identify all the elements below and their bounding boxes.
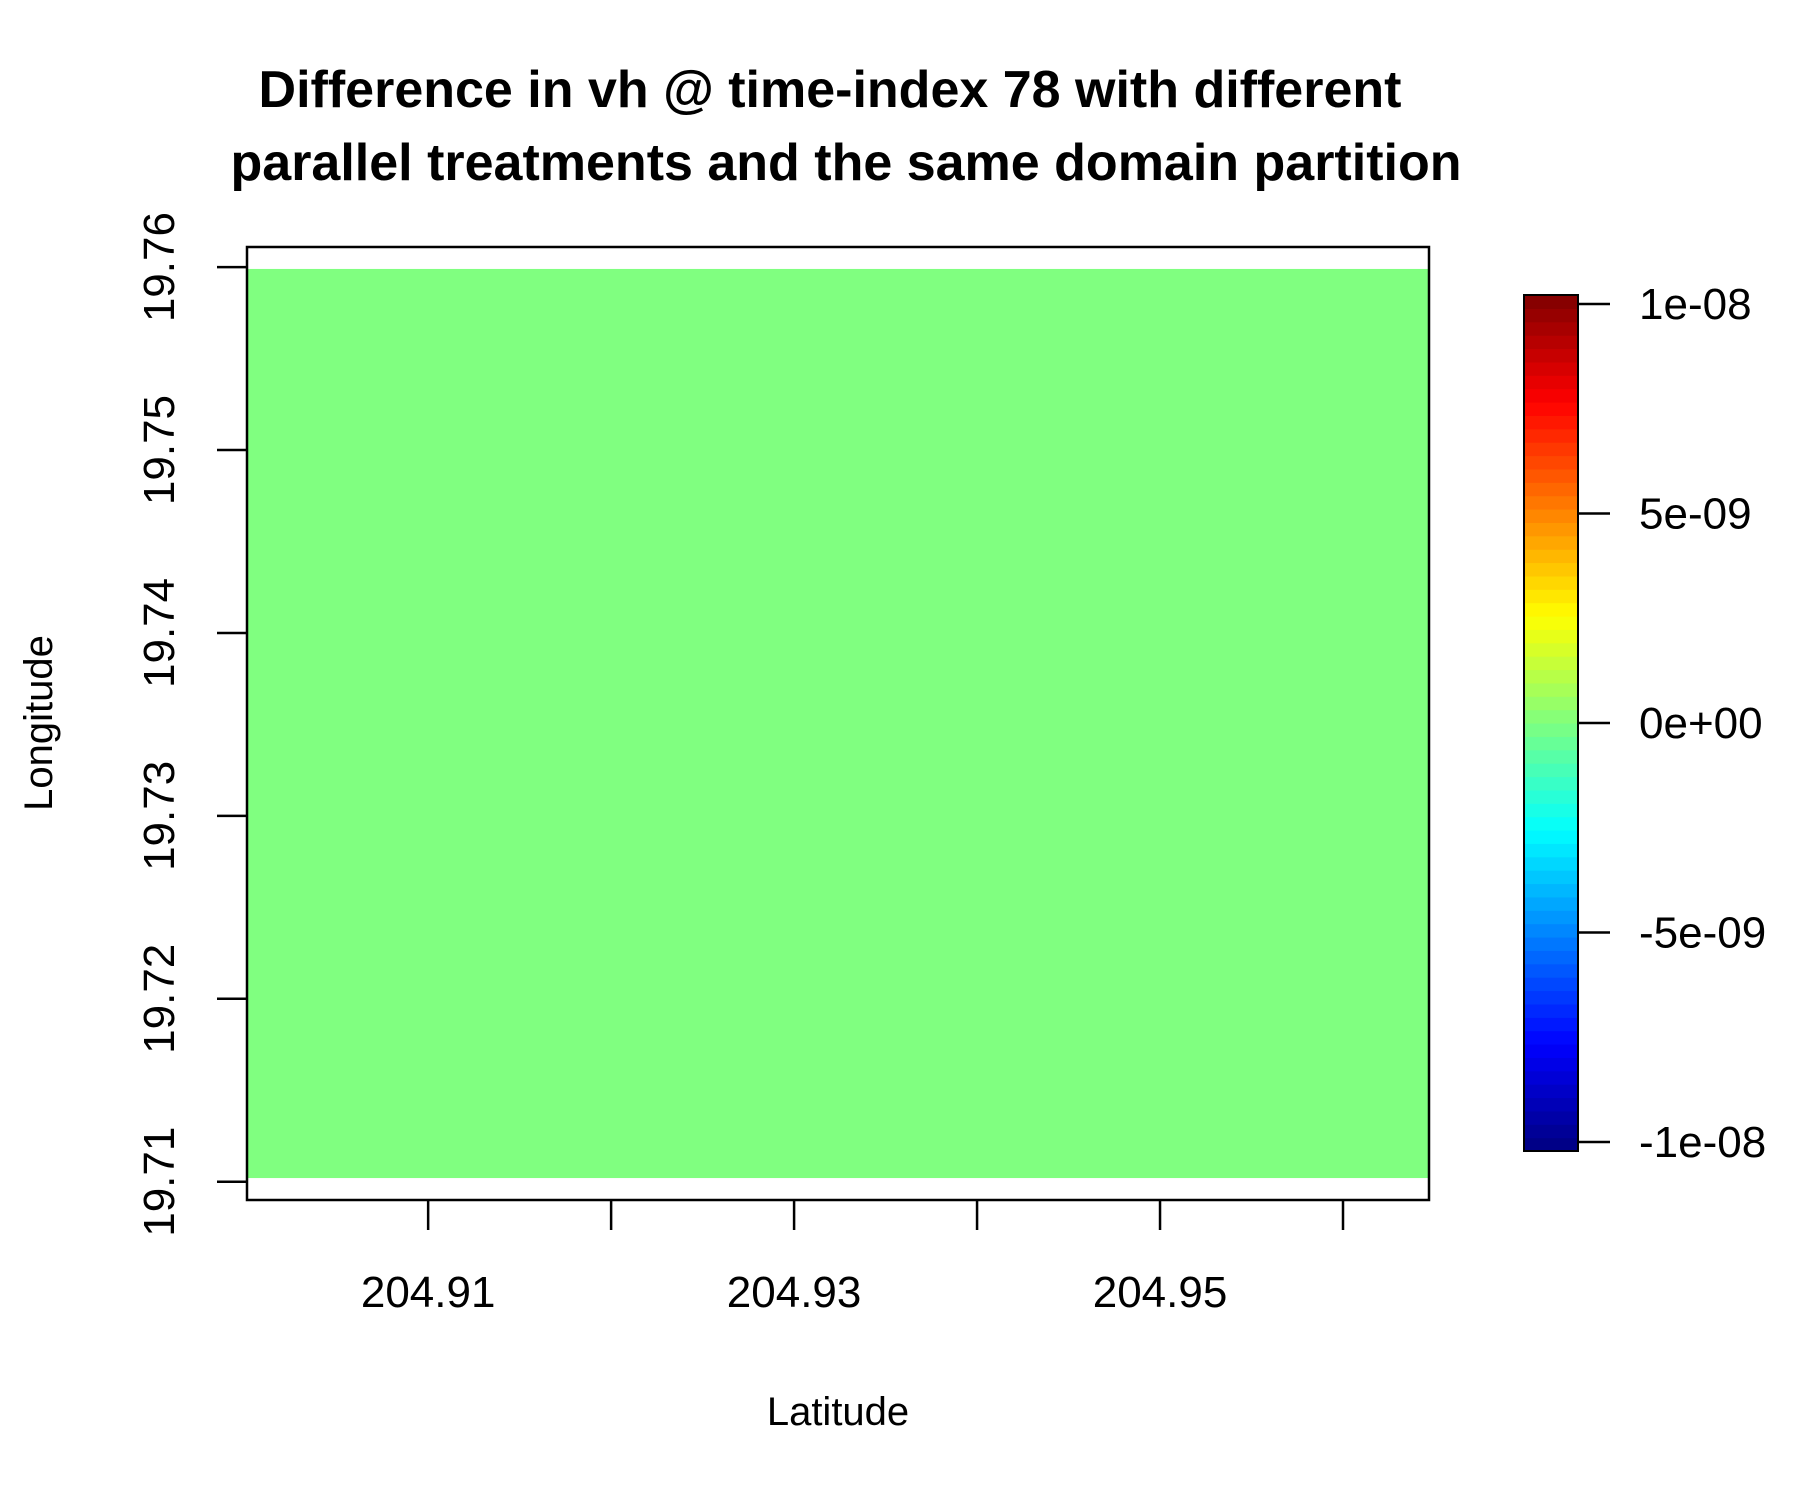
- colorbar-segment: [1524, 455, 1578, 470]
- colorbar-tick-label: 1e-08: [1639, 280, 1752, 329]
- colorbar-segment: [1524, 682, 1578, 697]
- colorbar-segment: [1524, 910, 1578, 925]
- chart-title-line-1: Difference in vh @ time-index 78 with di…: [259, 61, 1402, 119]
- colorbar-segment: [1524, 1124, 1578, 1139]
- y-axis: 19.71 19.72 19.73 19.74 19.75 19.76: [135, 212, 247, 1237]
- x-axis: 204.91 204.93 204.95: [361, 1200, 1345, 1317]
- colorbar-segment: [1524, 308, 1578, 323]
- colorbar-segment: [1524, 468, 1578, 483]
- heatmap-field: [247, 268, 1429, 1179]
- colorbar-segment: [1524, 763, 1578, 778]
- colorbar-segment: [1524, 589, 1578, 604]
- y-axis-label: Longitude: [17, 635, 61, 811]
- colorbar-segment: [1524, 709, 1578, 724]
- colorbar-segment: [1524, 830, 1578, 844]
- y-tick-label: 19.76: [135, 212, 184, 322]
- colorbar-segment: [1524, 1137, 1578, 1152]
- colorbar-segment: [1524, 509, 1578, 523]
- colorbar-segment: [1524, 321, 1578, 336]
- colorbar-segment: [1524, 723, 1578, 737]
- x-tick-label: 204.95: [1093, 1268, 1228, 1317]
- colorbar-segment: [1524, 749, 1578, 764]
- colorbar-segment: [1524, 1017, 1578, 1032]
- colorbar: -1e-08 -5e-09 0e+00 5e-09 1e-08: [1523, 280, 1766, 1167]
- colorbar-segment: [1524, 482, 1578, 497]
- colorbar-segment: [1524, 1057, 1578, 1072]
- colorbar-segment: [1524, 1030, 1578, 1045]
- colorbar-segment: [1524, 415, 1578, 430]
- colorbar-segment: [1524, 937, 1578, 951]
- colorbar-segment: [1524, 963, 1578, 978]
- heatmap-cell-region: [247, 268, 1429, 1179]
- y-tick-label: 19.73: [135, 761, 184, 871]
- plot-frame: [245, 245, 1431, 1202]
- colorbar-ticks: -1e-08 -5e-09 0e+00 5e-09 1e-08: [1578, 280, 1766, 1167]
- colorbar-segment: [1524, 1084, 1578, 1099]
- x-tick-label: 204.93: [727, 1268, 862, 1317]
- colorbar-segment: [1524, 669, 1578, 684]
- colorbar-segment: [1524, 361, 1578, 376]
- colorbar-tick-label: 5e-09: [1639, 490, 1752, 539]
- colorbar-segment: [1524, 602, 1578, 617]
- colorbar-segment: [1524, 442, 1578, 457]
- colorbar-segment: [1524, 375, 1578, 390]
- x-axis-label: Latitude: [767, 1390, 909, 1434]
- colorbar-segment: [1524, 883, 1578, 898]
- colorbar-segment: [1524, 803, 1578, 818]
- colorbar-segment: [1524, 629, 1578, 644]
- chart-title-line-2: parallel treatments and the same domain …: [231, 134, 1462, 192]
- colorbar-segment: [1524, 388, 1578, 403]
- colorbar-segment: [1524, 1044, 1578, 1058]
- colorbar-tick-label: 0e+00: [1639, 699, 1763, 748]
- colorbar-segment: [1524, 977, 1578, 992]
- colorbar-segment: [1524, 535, 1578, 550]
- colorbar-segment: [1524, 1097, 1578, 1112]
- colorbar-segment: [1524, 1110, 1578, 1125]
- y-tick-label: 19.72: [135, 944, 184, 1054]
- colorbar-segment: [1524, 816, 1578, 831]
- colorbar-segment: [1524, 1003, 1578, 1018]
- colorbar-segment: [1524, 870, 1578, 885]
- colorbar-segment: [1524, 348, 1578, 363]
- colorbar-segment: [1524, 562, 1578, 577]
- colorbar-segment: [1524, 856, 1578, 871]
- colorbar-segment: [1524, 923, 1578, 938]
- colorbar-segment: [1524, 776, 1578, 791]
- colorbar-segment: [1524, 789, 1578, 804]
- y-tick-label: 19.71: [135, 1127, 184, 1237]
- colorbar-segment: [1524, 656, 1578, 671]
- colorbar-segment: [1524, 642, 1578, 657]
- y-tick-label: 19.74: [135, 578, 184, 688]
- colorbar-gradient: [1524, 295, 1578, 1152]
- colorbar-segment: [1524, 736, 1578, 751]
- colorbar-segment: [1524, 950, 1578, 965]
- colorbar-segment: [1524, 696, 1578, 711]
- colorbar-segment: [1524, 335, 1578, 350]
- colorbar-segment: [1524, 843, 1578, 858]
- colorbar-segment: [1524, 896, 1578, 911]
- x-tick-label: 204.91: [361, 1268, 496, 1317]
- colorbar-segment: [1524, 616, 1578, 630]
- colorbar-segment: [1524, 549, 1578, 564]
- colorbar-segment: [1524, 295, 1578, 309]
- colorbar-segment: [1524, 1070, 1578, 1085]
- colorbar-tick-label: -1e-08: [1639, 1118, 1766, 1167]
- colorbar-segment: [1524, 522, 1578, 537]
- colorbar-segment: [1524, 575, 1578, 590]
- colorbar-segment: [1524, 402, 1578, 416]
- colorbar-tick-label: -5e-09: [1639, 909, 1766, 958]
- colorbar-segment: [1524, 495, 1578, 510]
- y-tick-label: 19.75: [135, 395, 184, 505]
- colorbar-segment: [1524, 990, 1578, 1005]
- colorbar-segment: [1524, 428, 1578, 443]
